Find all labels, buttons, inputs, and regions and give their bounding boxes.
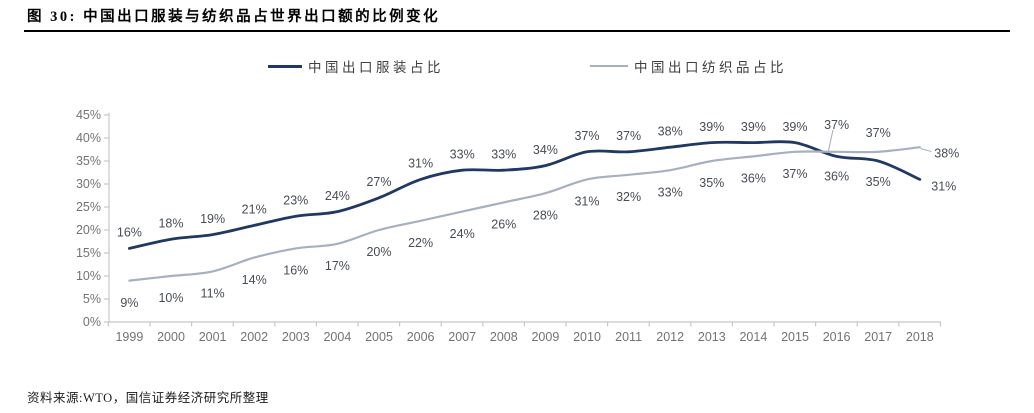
- legend-label-textile: 中国出口纺织品占比: [634, 60, 787, 75]
- y-tick-label: 25%: [76, 200, 101, 214]
- x-tick-label: 2009: [531, 330, 559, 344]
- y-tick-label: 15%: [76, 246, 101, 260]
- x-tick-label: 2018: [906, 330, 934, 344]
- x-tick-label: 2002: [240, 330, 268, 344]
- x-tick-label: 2005: [365, 330, 393, 344]
- y-tick-label: 45%: [76, 108, 101, 122]
- data-label: 22%: [408, 236, 433, 250]
- data-label: 17%: [325, 259, 350, 273]
- data-label: 18%: [158, 216, 183, 230]
- data-label: 37%: [824, 118, 849, 132]
- data-label: 20%: [366, 245, 391, 259]
- data-label: 37%: [866, 126, 891, 140]
- x-tick-label: 2003: [282, 330, 310, 344]
- data-label: 37%: [574, 129, 599, 143]
- x-tick-label: 2000: [157, 330, 185, 344]
- y-tick-label: 35%: [76, 154, 101, 168]
- x-tick-label: 2001: [199, 330, 227, 344]
- data-label: 39%: [699, 120, 724, 134]
- series-line-clothing: [128, 140, 922, 250]
- legend-item-clothing: 中国出口服装占比: [268, 58, 444, 75]
- data-label: 10%: [158, 291, 183, 305]
- legend-label-clothing: 中国出口服装占比: [308, 60, 444, 75]
- data-label: 16%: [117, 226, 142, 240]
- x-tick-label: 2004: [323, 330, 351, 344]
- data-label: 32%: [616, 190, 641, 204]
- label-leader: [827, 129, 834, 151]
- data-label: 38%: [658, 124, 683, 138]
- data-label: 39%: [782, 120, 807, 134]
- title-underline: [24, 30, 1010, 32]
- data-label: 33%: [450, 147, 475, 161]
- data-label: 33%: [491, 147, 516, 161]
- label-leader: [920, 147, 932, 153]
- data-label: 11%: [201, 287, 225, 301]
- data-label: 14%: [242, 273, 267, 287]
- x-tick-label: 2016: [823, 330, 851, 344]
- series-line-textile: [128, 146, 921, 282]
- data-label: 36%: [741, 172, 766, 186]
- x-tick-label: 2017: [864, 330, 892, 344]
- y-tick-label: 5%: [83, 292, 101, 306]
- data-label: 36%: [824, 170, 849, 184]
- y-tick-label: 40%: [76, 131, 101, 145]
- x-tick-label: 2015: [781, 330, 809, 344]
- data-label: 35%: [866, 175, 891, 189]
- legend-line-clothing-icon: [268, 64, 302, 68]
- x-tick-label: 2006: [407, 330, 435, 344]
- data-label: 24%: [325, 189, 350, 203]
- data-label: 28%: [533, 208, 558, 222]
- data-label: 31%: [574, 195, 599, 209]
- x-tick-label: 2011: [615, 330, 642, 344]
- figure-title: 图 30: 中国出口服装与纺织品占世界出口额的比例变化: [27, 9, 441, 25]
- y-tick-label: 10%: [76, 269, 101, 283]
- data-label: 31%: [931, 180, 956, 194]
- legend-line-textile-icon: [590, 64, 628, 68]
- data-label: 27%: [366, 175, 391, 189]
- legend-item-textile: 中国出口纺织品占比: [590, 58, 787, 75]
- data-label: 24%: [450, 227, 475, 241]
- y-tick-label: 30%: [76, 177, 101, 191]
- x-tick-label: 2013: [698, 330, 726, 344]
- data-label: 31%: [408, 157, 433, 171]
- data-label: 19%: [200, 212, 225, 226]
- x-tick-label: 2014: [739, 330, 767, 344]
- data-label: 21%: [242, 203, 267, 217]
- x-tick-label: 2008: [490, 330, 518, 344]
- data-label: 35%: [699, 176, 724, 190]
- y-tick-label: 20%: [76, 223, 101, 237]
- data-label: 16%: [283, 264, 308, 278]
- data-label: 26%: [491, 218, 516, 232]
- data-label: 37%: [616, 129, 641, 143]
- data-label: 34%: [533, 143, 558, 157]
- data-label: 9%: [120, 296, 138, 310]
- data-label: 38%: [934, 146, 959, 160]
- x-tick-label: 2007: [448, 330, 476, 344]
- x-tick-label: 1999: [115, 330, 143, 344]
- source-note: 资料来源:WTO，国信证券经济研究所整理: [27, 391, 269, 405]
- data-label: 23%: [283, 193, 308, 207]
- x-tick-label: 2010: [573, 330, 601, 344]
- data-label: 33%: [658, 185, 683, 199]
- data-label: 39%: [741, 120, 766, 134]
- y-tick-label: 0%: [83, 315, 101, 329]
- x-tick-label: 2012: [656, 330, 684, 344]
- data-label: 37%: [782, 167, 807, 181]
